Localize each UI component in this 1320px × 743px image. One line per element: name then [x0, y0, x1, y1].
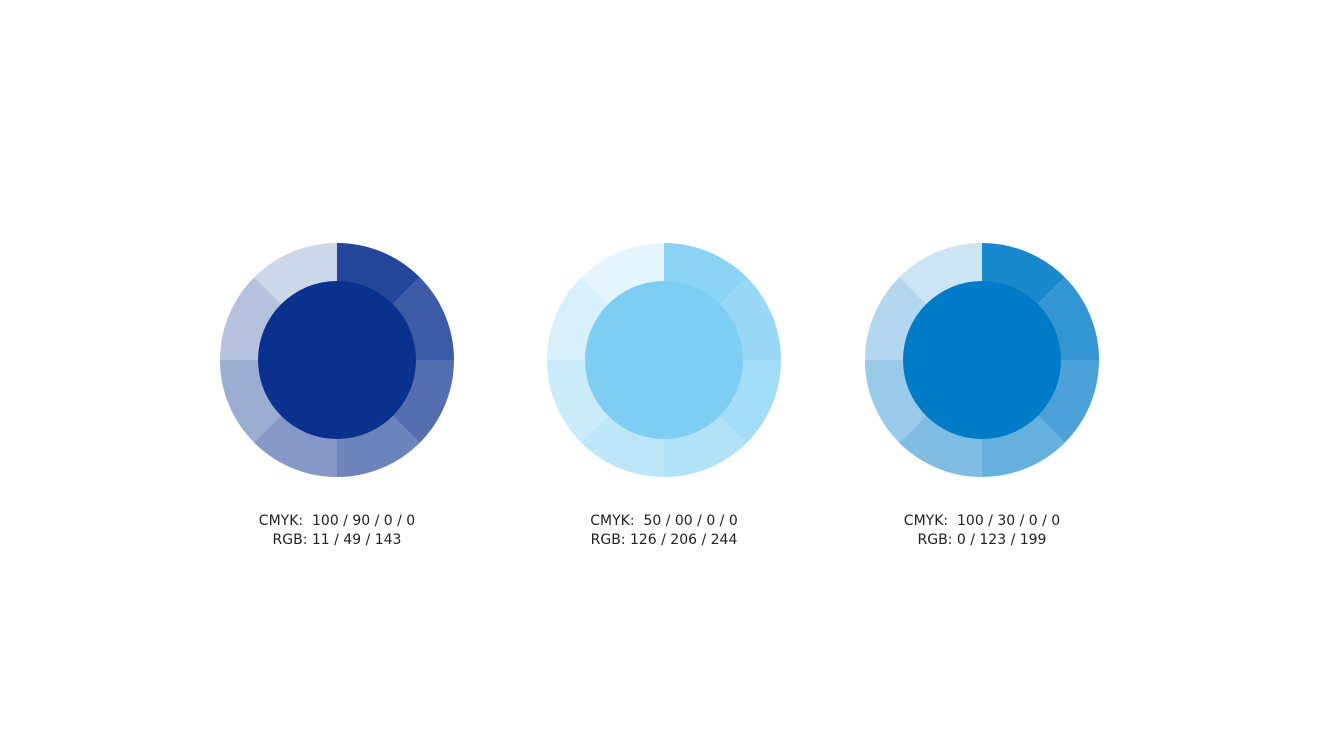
ring-segment [547, 360, 609, 443]
ring-segment [254, 243, 337, 305]
ring-segment [254, 415, 337, 477]
ring-segment [220, 277, 282, 360]
ring-segment [392, 360, 454, 443]
ring-segment [664, 243, 747, 305]
rgb-label: RGB: 11 / 49 / 143 [273, 532, 402, 548]
ring-segment [982, 415, 1065, 477]
ring-segment [719, 277, 781, 360]
ring-segment [982, 243, 1065, 305]
ring-segment [1037, 277, 1099, 360]
ring-segment [581, 415, 664, 477]
cmyk-label: CMYK: 50 / 00 / 0 / 0 [590, 513, 738, 529]
ring-segment [337, 415, 420, 477]
ring-segment [664, 415, 747, 477]
ring-segment [1037, 360, 1099, 443]
rgb-label: RGB: 126 / 206 / 244 [591, 532, 738, 548]
cmyk-label: CMYK: 100 / 90 / 0 / 0 [259, 513, 415, 529]
rgb-label: RGB: 0 / 123 / 199 [918, 532, 1047, 548]
ring-segment [865, 360, 927, 443]
ring-segment [392, 277, 454, 360]
ring-segment [899, 415, 982, 477]
ring-segment [719, 360, 781, 443]
swatch-core [585, 281, 743, 439]
ring-segment [899, 243, 982, 305]
ring-segment [337, 243, 420, 305]
ring-segment [865, 277, 927, 360]
swatch-core [258, 281, 416, 439]
cmyk-label: CMYK: 100 / 30 / 0 / 0 [904, 513, 1060, 529]
swatch-core [903, 281, 1061, 439]
ring-segment [547, 277, 609, 360]
ring-segment [581, 243, 664, 305]
ring-segment [220, 360, 282, 443]
